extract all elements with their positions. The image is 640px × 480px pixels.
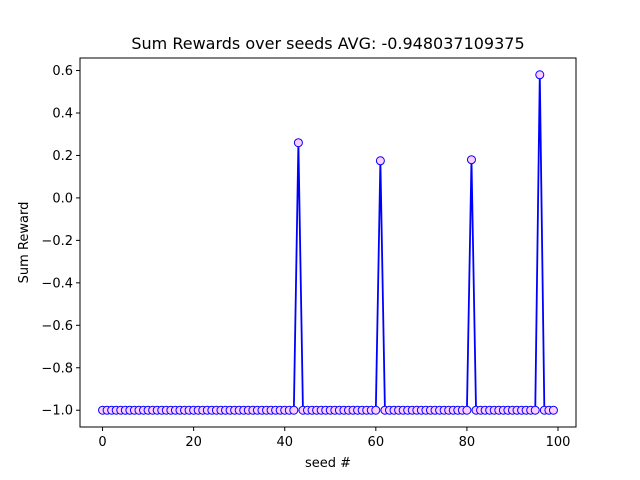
- y-tick-label: 0.4: [52, 106, 73, 121]
- data-point: [293, 138, 303, 148]
- x-tick-label: 60: [368, 435, 385, 450]
- x-tick-label: 0: [98, 435, 106, 450]
- x-axis-ticks: 0 20 40 60 80 100: [98, 427, 570, 450]
- y-tick-label: −0.6: [41, 319, 73, 334]
- series-line: [102, 73, 554, 412]
- y-axis-ticks: −1.0 −0.8 −0.6 −0.4 −0.2 0.0 0.2 0.4 0.6: [41, 64, 80, 419]
- x-axis-label: seed #: [305, 456, 351, 471]
- chart-title: Sum Rewards over seeds AVG: -0.948037109…: [131, 34, 524, 53]
- data-point: [466, 155, 476, 165]
- plot-area-frame: [79, 57, 577, 428]
- y-tick-label: −0.2: [41, 234, 73, 249]
- data-point: [530, 405, 540, 415]
- data-point: [371, 405, 381, 415]
- y-tick-label: 0.0: [52, 191, 73, 206]
- series-layer: [98, 70, 558, 415]
- y-tick-label: 0.2: [52, 149, 73, 164]
- data-point: [548, 405, 558, 415]
- data-point: [462, 405, 472, 415]
- y-tick-label: −0.4: [41, 276, 73, 291]
- y-tick-label: −0.8: [41, 361, 73, 376]
- x-tick-label: 80: [459, 435, 476, 450]
- x-tick-label: 40: [276, 435, 293, 450]
- data-point: [375, 156, 385, 166]
- data-point: [535, 70, 545, 80]
- y-tick-label: 0.6: [52, 64, 73, 79]
- x-tick-label: 20: [185, 435, 202, 450]
- x-tick-label: 100: [546, 435, 571, 450]
- y-axis-label: Sum Reward: [17, 202, 32, 284]
- data-point: [289, 405, 299, 415]
- y-tick-label: −1.0: [41, 404, 73, 419]
